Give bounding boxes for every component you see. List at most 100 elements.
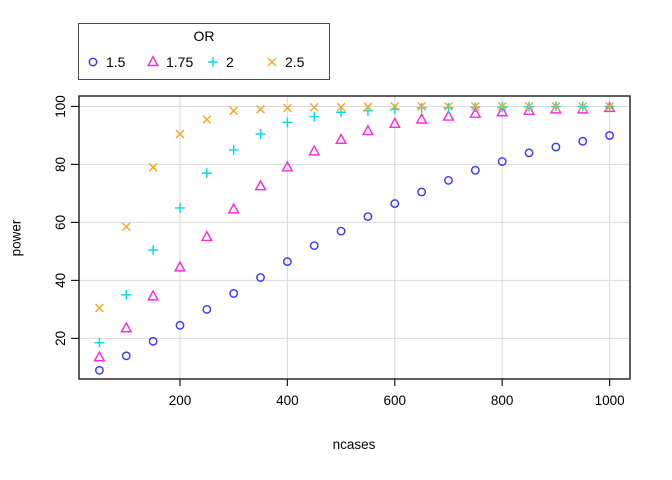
data-point: [308, 144, 321, 156]
data-point: [229, 106, 239, 116]
legend: OR 1.5 1.75 2 2.5: [78, 23, 330, 80]
circle-marker-icon: [88, 57, 98, 66]
data-point: [443, 102, 454, 113]
data-point: [524, 102, 534, 111]
y-tick-label: 80: [53, 157, 68, 172]
data-point: [121, 290, 132, 300]
data-point: [202, 304, 212, 314]
data-point: [309, 241, 319, 251]
data-point: [175, 203, 185, 213]
legend-title: OR: [193, 28, 215, 44]
data-point: [282, 103, 292, 113]
data-point: [390, 199, 400, 208]
data-point: [497, 102, 507, 111]
triangle-marker-icon: [146, 54, 160, 66]
data-point: [605, 102, 615, 111]
data-point: [254, 179, 267, 191]
legend-item-1-75: 1.75: [146, 52, 193, 71]
data-point: [417, 102, 427, 111]
x-tick-label: 400: [276, 393, 299, 408]
data-point: [309, 111, 320, 122]
legend-label: 1.5: [106, 53, 126, 70]
data-point: [282, 117, 293, 128]
data-point: [309, 102, 319, 112]
data-point: [444, 102, 453, 111]
data-point: [496, 105, 509, 117]
data-point: [94, 303, 104, 313]
data-point: [578, 102, 588, 111]
data-point: [416, 102, 427, 113]
data-point: [442, 109, 455, 121]
x-axis-title: ncases: [332, 437, 376, 452]
data-point: [94, 365, 104, 375]
data-point: [173, 260, 186, 272]
data-point: [578, 136, 588, 146]
data-point: [470, 102, 480, 111]
data-point: [255, 129, 266, 139]
data-point: [256, 104, 265, 114]
x-tick-label: 1000: [595, 393, 625, 408]
legend-item-1-5: 1.5: [86, 52, 125, 71]
plus-marker-icon: [208, 56, 218, 67]
data-point: [469, 106, 482, 118]
data-point: [336, 226, 346, 236]
y-tick-label: 100: [53, 95, 68, 118]
data-point: [147, 289, 160, 301]
data-point: [524, 148, 534, 158]
data-point: [121, 351, 131, 361]
y-tick-label: 20: [53, 331, 68, 346]
data-point: [551, 102, 561, 111]
data-point: [390, 102, 400, 111]
data-point: [227, 202, 240, 214]
data-point: [88, 57, 98, 66]
y-tick-label: 40: [53, 273, 68, 288]
data-point: [267, 57, 277, 66]
data-point: [415, 112, 428, 124]
data-point: [94, 337, 105, 348]
data-point: [120, 321, 133, 333]
data-point: [497, 157, 507, 166]
data-point: [228, 145, 239, 155]
x-tick-label: 200: [169, 393, 192, 408]
legend-label: 1.75: [166, 53, 194, 70]
data-point: [121, 222, 131, 232]
y-axis-title: power: [8, 219, 24, 257]
data-point: [229, 289, 239, 298]
data-point: [363, 102, 373, 112]
data-point: [200, 230, 213, 242]
data-point: [175, 320, 185, 330]
legend-item-2-5: 2.5: [265, 52, 304, 71]
data-point: [175, 129, 185, 139]
data-point: [208, 56, 218, 67]
data-point: [523, 103, 536, 116]
data-point: [336, 107, 346, 118]
plot-border: [78, 95, 631, 380]
data-point: [201, 168, 212, 179]
data-point: [470, 165, 480, 175]
legend-item-2: 2: [206, 52, 234, 71]
data-point: [361, 124, 374, 136]
cross-marker-icon: [267, 57, 277, 66]
data-point: [202, 115, 212, 124]
data-point: [148, 245, 159, 255]
data-point: [148, 336, 158, 346]
data-point: [363, 212, 373, 222]
data-point: [444, 175, 453, 185]
legend-label: 2: [226, 53, 234, 70]
data-point: [93, 350, 106, 362]
data-point: [282, 257, 292, 266]
y-tick-label: 60: [53, 215, 68, 230]
data-point: [281, 160, 294, 172]
data-point: [551, 142, 561, 152]
data-point: [336, 102, 346, 112]
data-point: [335, 132, 348, 145]
data-point: [388, 117, 401, 129]
x-tick-label: 600: [384, 393, 407, 408]
data-point: [417, 187, 427, 197]
legend-label: 2.5: [285, 53, 305, 70]
data-point: [256, 273, 265, 282]
x-tick-label: 800: [491, 393, 514, 408]
data-point: [605, 131, 615, 140]
